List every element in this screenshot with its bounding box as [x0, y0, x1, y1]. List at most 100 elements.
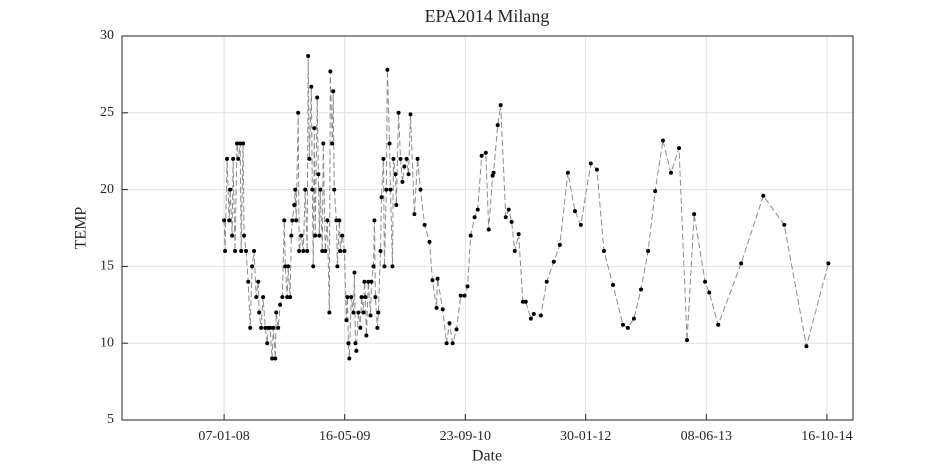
data-point — [309, 84, 314, 89]
data-point — [382, 264, 387, 269]
data-point — [296, 110, 301, 115]
data-point — [223, 249, 228, 254]
data-point — [257, 310, 262, 315]
data-point — [280, 295, 285, 300]
data-point — [490, 173, 495, 178]
data-point — [228, 187, 233, 192]
data-point — [498, 103, 503, 108]
data-point — [479, 153, 484, 158]
data-point — [346, 341, 351, 346]
data-point — [391, 156, 396, 161]
data-point — [351, 310, 356, 315]
data-point — [306, 53, 311, 58]
data-point — [241, 141, 246, 146]
y-axis-label: TEMP — [73, 207, 90, 250]
x-tick-label: 07-01-08 — [198, 429, 249, 444]
data-point — [610, 282, 615, 287]
data-point — [334, 218, 339, 223]
data-point — [323, 249, 328, 254]
data-point — [273, 356, 278, 361]
data-point — [271, 325, 276, 330]
data-point — [254, 295, 259, 300]
data-point — [363, 295, 368, 300]
data-point — [631, 316, 636, 321]
data-point — [368, 313, 373, 318]
x-tick-label: 16-10-14 — [801, 429, 852, 444]
data-point — [285, 295, 290, 300]
data-point — [250, 264, 255, 269]
data-point — [653, 189, 658, 194]
data-point — [369, 279, 374, 284]
data-point — [313, 233, 318, 238]
data-point — [265, 341, 270, 346]
data-point — [625, 325, 630, 330]
data-point — [227, 218, 232, 223]
data-point — [565, 170, 570, 175]
data-point — [378, 249, 383, 254]
data-point — [578, 222, 583, 227]
data-point — [396, 110, 401, 115]
data-point — [620, 322, 625, 327]
data-point — [276, 325, 281, 330]
data-point — [739, 261, 744, 266]
data-point — [440, 307, 445, 312]
data-point — [472, 215, 477, 220]
data-point — [338, 249, 343, 254]
data-point — [330, 141, 335, 146]
data-point — [332, 187, 337, 192]
data-point — [290, 218, 295, 223]
data-point — [256, 279, 261, 284]
data-point — [434, 305, 439, 310]
data-point — [286, 264, 291, 269]
data-point — [307, 156, 312, 161]
chart-title: EPA2014 Milang — [425, 6, 550, 26]
data-point — [398, 156, 403, 161]
data-point — [475, 207, 480, 212]
data-point — [512, 249, 517, 254]
data-point — [293, 187, 298, 192]
data-point — [294, 218, 299, 223]
data-point — [381, 156, 386, 161]
data-point — [408, 112, 413, 117]
data-point — [321, 141, 326, 146]
data-point — [344, 318, 349, 323]
y-tick-label: 20 — [100, 182, 114, 197]
data-point — [233, 249, 238, 254]
data-point — [826, 261, 831, 266]
data-point — [263, 325, 268, 330]
data-point — [268, 325, 273, 330]
data-point — [716, 322, 721, 327]
data-point — [320, 249, 325, 254]
data-point — [244, 249, 249, 254]
plot-frame — [121, 35, 854, 421]
data-point — [362, 279, 367, 284]
data-point — [312, 126, 317, 131]
data-point — [528, 316, 533, 321]
y-tick-label: 30 — [100, 28, 114, 43]
x-tick-label: 16-05-09 — [319, 429, 370, 444]
data-point — [225, 156, 230, 161]
data-point — [415, 156, 420, 161]
data-point — [236, 156, 241, 161]
data-point — [379, 195, 384, 200]
data-point — [235, 141, 240, 146]
y-tick-label: 15 — [100, 259, 114, 274]
data-point — [601, 249, 606, 254]
data-point — [325, 218, 330, 223]
data-point — [588, 161, 593, 166]
x-tick-label: 30-01-12 — [560, 429, 611, 444]
data-point — [406, 172, 411, 177]
data-point — [538, 313, 543, 318]
data-point — [274, 310, 279, 315]
data-point — [782, 222, 787, 227]
data-point — [289, 233, 294, 238]
data-point — [317, 233, 322, 238]
data-point — [660, 138, 665, 143]
x-tick-label: 08-06-13 — [681, 429, 732, 444]
data-point — [349, 295, 354, 300]
data-point — [222, 218, 227, 223]
y-tick-label: 5 — [107, 412, 114, 427]
data-point — [252, 249, 257, 254]
data-point — [495, 123, 500, 128]
